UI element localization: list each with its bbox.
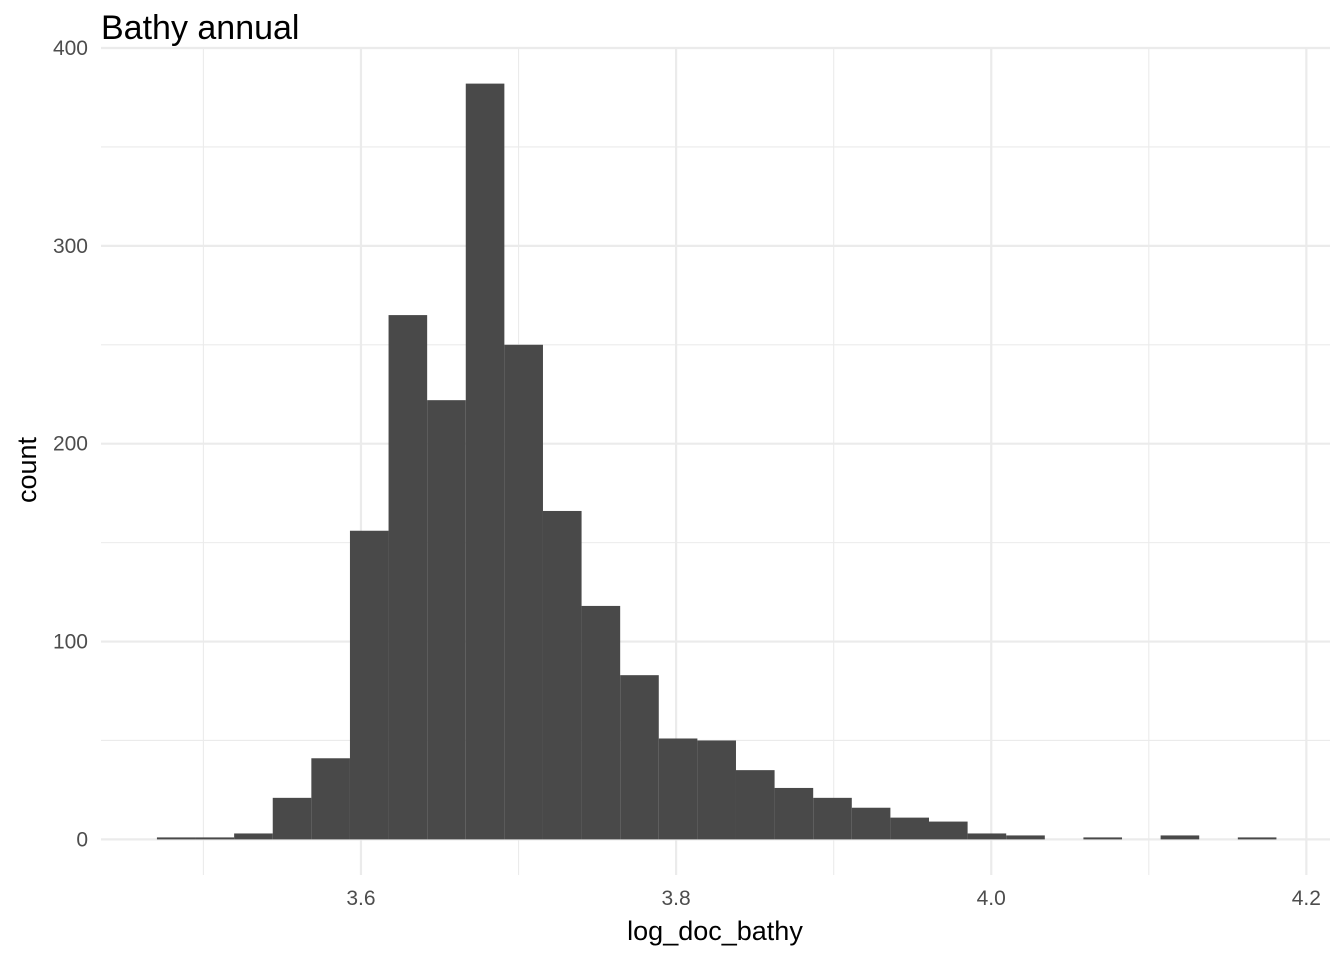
- y-tick-label-3: 300: [53, 235, 88, 258]
- histogram-bar-14: [697, 740, 736, 840]
- y-tick-label-2: 200: [53, 433, 88, 456]
- x-tick-label-3: 4.2: [1292, 887, 1321, 910]
- y-axis-ticks: 0 100 200 300 400: [53, 37, 88, 851]
- y-tick-label-4: 400: [53, 37, 88, 60]
- histogram-bar-9: [504, 344, 543, 840]
- x-tick-label-0: 3.6: [346, 887, 375, 910]
- histogram-bar-5: [349, 530, 389, 840]
- histogram-bar-24: [1160, 835, 1200, 840]
- histogram-bar-3: [272, 797, 312, 840]
- x-tick-label-2: 4.0: [977, 887, 1006, 910]
- histogram-bar-19: [890, 817, 929, 840]
- histogram-bar-13: [658, 738, 698, 840]
- histogram-bar-16: [774, 787, 814, 840]
- histogram-bar-21: [967, 833, 1007, 840]
- x-axis-ticks: 3.6 3.8 4.0 4.2: [346, 887, 1321, 910]
- histogram-bar-15: [735, 770, 775, 840]
- histogram-bar-20: [928, 821, 968, 840]
- histogram-bar-25: [1237, 837, 1277, 840]
- histogram-bar-6: [388, 315, 428, 840]
- histogram-bar-22: [1006, 835, 1045, 840]
- x-tick-label-1: 3.8: [662, 887, 691, 910]
- y-axis-title: count: [12, 436, 42, 503]
- histogram-bar-0: [156, 837, 196, 840]
- histogram-bar-23: [1083, 837, 1123, 840]
- histogram-bar-8: [465, 83, 505, 840]
- histogram-bar-4: [311, 758, 350, 840]
- chart-title: Bathy annual: [101, 9, 300, 47]
- y-tick-label-0: 0: [76, 828, 88, 851]
- y-tick-label-1: 100: [53, 631, 88, 654]
- histogram-bar-12: [620, 675, 659, 840]
- histogram-bar-10: [542, 510, 582, 840]
- histogram-bar-11: [581, 605, 621, 840]
- histogram-bar-2: [234, 833, 273, 840]
- histogram-bar-1: [195, 837, 235, 840]
- histogram-bar-18: [851, 807, 891, 840]
- histogram-bars: [156, 83, 1277, 840]
- histogram-bar-17: [813, 797, 852, 840]
- x-axis-title: log_doc_bathy: [627, 916, 803, 946]
- histogram-bar-7: [427, 400, 466, 840]
